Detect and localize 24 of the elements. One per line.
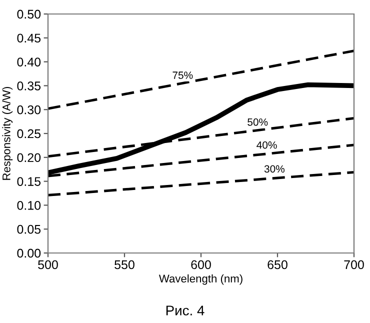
x-tick-label: 550 bbox=[114, 260, 134, 270]
x-tick-label: 700 bbox=[344, 260, 364, 270]
text: Рис. 4 bbox=[166, 306, 204, 316]
annotation: 40% bbox=[256, 141, 277, 149]
y-tick-label: 0.45 bbox=[17, 34, 41, 43]
annotation: 30% bbox=[264, 165, 284, 173]
y-tick-label: 0.40 bbox=[17, 58, 41, 66]
y-tick-label: 0.10 bbox=[17, 201, 41, 210]
x-tick-label: 650 bbox=[268, 260, 288, 270]
x-tick-label: 500 bbox=[38, 260, 58, 270]
y-tick-label: 0.50 bbox=[17, 10, 41, 19]
annotation: 75% bbox=[172, 72, 193, 79]
y-tick-label: 0.00 bbox=[17, 248, 41, 258]
x-axis-title: Wavelength (nm) bbox=[158, 274, 242, 285]
y-tick-label: 0.35 bbox=[17, 82, 41, 90]
y-tick-label: 0.25 bbox=[17, 129, 41, 138]
y-axis-title: Responsivity (A/W) bbox=[2, 86, 13, 180]
y-tick-label: 0.05 bbox=[17, 224, 41, 234]
line-series bbox=[48, 82, 354, 176]
y-tick-label: 0.20 bbox=[17, 153, 41, 162]
y-tick-label: 0.15 bbox=[17, 177, 41, 186]
annotation: 50% bbox=[248, 118, 268, 126]
y-tick-label: 0.30 bbox=[17, 105, 41, 114]
x-tick-label: 600 bbox=[191, 260, 211, 270]
